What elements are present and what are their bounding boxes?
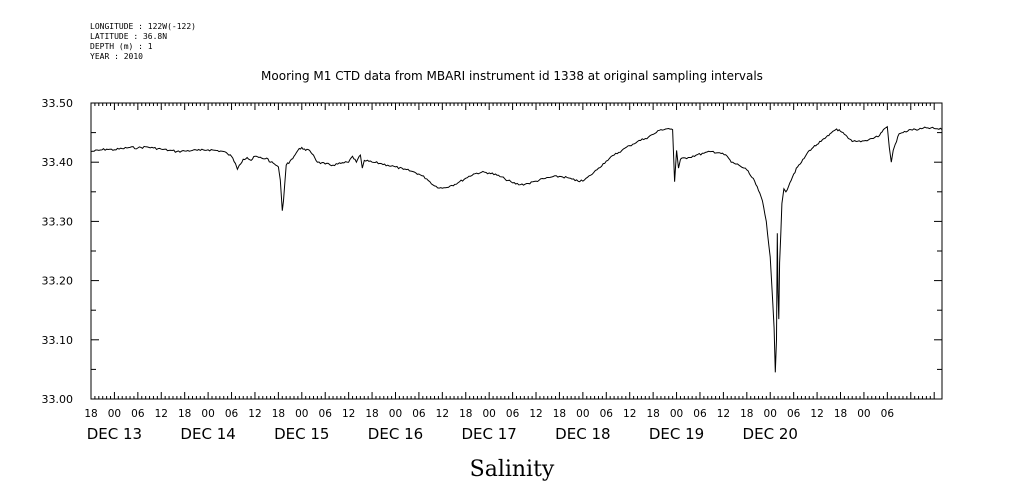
x-day-label: DEC 14 [180, 425, 235, 443]
y-tick-label: 33.00 [42, 393, 74, 406]
x-hour-label: 18 [84, 408, 97, 420]
x-hour-label: 18 [272, 408, 285, 420]
x-hour-label: 12 [248, 408, 261, 420]
series-group [90, 125, 943, 373]
x-hour-label: 06 [225, 408, 239, 420]
x-day-label: DEC 17 [461, 425, 516, 443]
y-tick-label: 33.50 [42, 97, 74, 110]
x-hour-label: 12 [529, 408, 542, 420]
x-hour-label: 06 [412, 408, 426, 420]
x-hour-label: 06 [693, 408, 707, 420]
x-hour-label: 00 [482, 408, 495, 420]
x-hour-label: 00 [201, 408, 214, 420]
y-tick-label: 33.40 [42, 156, 74, 169]
x-hour-label: 18 [178, 408, 191, 420]
y-axis: 33.00 33.10 33.20 33.30 33.40 33.50 [42, 97, 942, 406]
x-hour-label: 00 [295, 408, 308, 420]
x-hour-label: 18 [459, 408, 472, 420]
x-hour-label: 18 [365, 408, 378, 420]
x-hour-label: 12 [717, 408, 730, 420]
x-hour-label: 06 [319, 408, 333, 420]
year-text: YEAR : 2010 [90, 52, 143, 61]
latitude-text: LATITUDE : 36.8N [90, 32, 168, 41]
x-hour-label: 12 [342, 408, 355, 420]
y-tick-label: 33.20 [42, 275, 74, 288]
metadata-block: LONGITUDE : 122W(-122) LATITUDE : 36.8N … [90, 22, 196, 62]
x-hour-label: 18 [646, 408, 659, 420]
x-hour-label: 00 [764, 408, 777, 420]
longitude-text: LONGITUDE : 122W(-122) [90, 22, 196, 31]
x-hour-label: 12 [155, 408, 168, 420]
x-hour-label: 06 [131, 408, 145, 420]
x-hour-label: 12 [436, 408, 449, 420]
x-hour-label: 00 [389, 408, 402, 420]
x-day-label: DEC 13 [87, 425, 142, 443]
x-axis: 18 00 06 12 18 00 06 12 18 00 06 12 18 00 06 12 18 00 06 12… [84, 103, 935, 443]
x-hour-label: 00 [857, 408, 870, 420]
x-hour-label: 12 [810, 408, 823, 420]
depth-text: DEPTH (m) : 1 [90, 42, 153, 51]
x-hour-label: 00 [108, 408, 121, 420]
x-axis-label: Salinity [470, 457, 555, 482]
plot-frame [90, 102, 943, 400]
x-hour-label: 06 [506, 408, 520, 420]
series-line-salinity [90, 125, 943, 373]
x-day-label: DEC 20 [743, 425, 798, 443]
y-tick-label: 33.10 [42, 334, 74, 347]
x-hour-label: 06 [881, 408, 895, 420]
x-hour-label: 18 [740, 408, 753, 420]
x-hour-label: 12 [623, 408, 636, 420]
x-hour-label: 06 [787, 408, 801, 420]
chart-title: Mooring M1 CTD data from MBARI instrumen… [261, 69, 763, 83]
x-hour-label: 00 [576, 408, 589, 420]
x-hour-label: 06 [600, 408, 614, 420]
x-hour-label: 18 [553, 408, 566, 420]
y-tick-label: 33.30 [42, 215, 74, 228]
x-day-label: DEC 15 [274, 425, 329, 443]
x-day-label: DEC 16 [368, 425, 423, 443]
x-hour-label: 00 [670, 408, 683, 420]
x-hour-label: 18 [834, 408, 847, 420]
x-day-label: DEC 19 [649, 425, 704, 443]
x-day-label: DEC 18 [555, 425, 610, 443]
